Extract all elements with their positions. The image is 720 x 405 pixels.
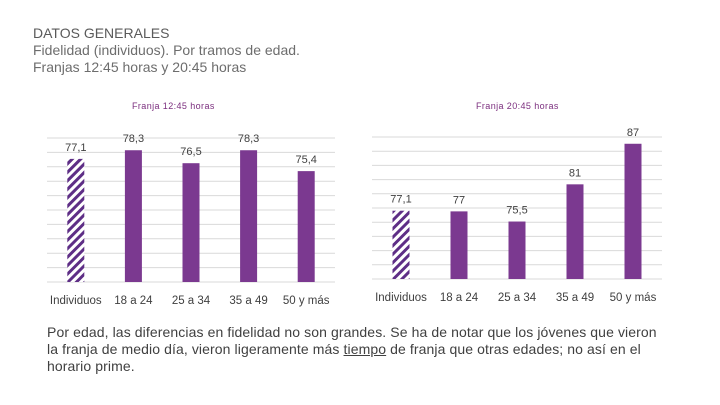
chart1-tick-label-2: 18 a 24: [114, 295, 153, 307]
chart1-bar-4: [240, 150, 258, 282]
caption-underlined-word: tiempo: [343, 341, 387, 357]
chart1-data-label-5: 75,4: [295, 154, 316, 166]
chart1-plot: 77,1 Individuos 78,3 18 a 24 76,5 25 a 34 78,3…: [47, 133, 335, 307]
header: DATOS GENERALES Fidelidad (individuos). …: [33, 25, 300, 76]
caption-text-2: de franja que otras edades; no así en el…: [47, 341, 641, 374]
chart1-bar-5: [297, 171, 315, 282]
chart1-bar-3: [182, 163, 200, 282]
chart1-data-label-4: 78,3: [238, 133, 259, 145]
chart1-data-label-2: 78,3: [123, 133, 144, 145]
chart1-data-label-3: 76,5: [180, 146, 201, 158]
caption-text-1: Por edad, las diferencias en fidelidad n…: [47, 324, 657, 357]
chart1-data-label-1: 77,1: [65, 142, 86, 154]
chart1-bar-2: [124, 150, 142, 282]
chart1-title: Franja 12:45 horas: [132, 101, 215, 111]
chart1-bar-1: [67, 158, 85, 282]
chart1-tick-label-1: Individuos: [50, 295, 102, 307]
subtitle: Fidelidad (individuos). Por tramos de ed…: [33, 42, 300, 58]
caption: Por edad, las diferencias en fidelidad n…: [47, 324, 667, 375]
chart1-tick-label-4: 35 a 49: [229, 295, 267, 307]
chart2-title: Franja 20:45 horas: [476, 101, 559, 111]
chart1-tick-label-5: 50 y más: [283, 295, 330, 307]
chart1-tick-label-3: 25 a 34: [172, 295, 211, 307]
subtitle-time-slots: Franjas 12:45 horas y 20:45 horas: [33, 59, 247, 75]
section-title: DATOS GENERALES: [33, 25, 170, 41]
